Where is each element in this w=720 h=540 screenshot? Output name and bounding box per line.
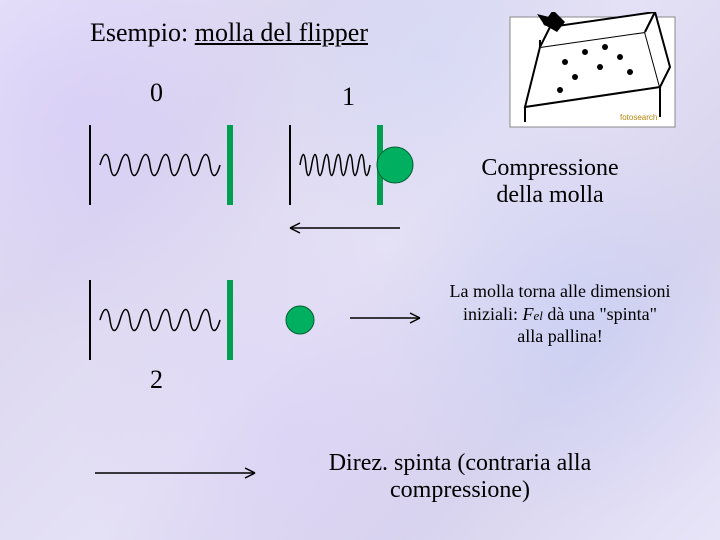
pinball-icon: fotosearch <box>505 12 680 132</box>
arrow-compression <box>280 220 415 240</box>
svg-text:fotosearch: fotosearch <box>620 113 657 122</box>
arrow-direz <box>85 465 270 485</box>
spring-state-1 <box>280 120 440 210</box>
label-1: 1 <box>342 82 355 112</box>
title-prefix: Esempio: <box>90 18 195 47</box>
text-direz: Direz. spinta (contraria alla compressio… <box>280 450 640 504</box>
slide-title: Esempio: molla del flipper <box>90 18 368 48</box>
label-2: 2 <box>150 365 163 395</box>
label-0: 0 <box>150 78 163 108</box>
spring-state-2 <box>80 275 340 365</box>
spring-state-0 <box>80 120 240 210</box>
arrow-spinta <box>340 310 435 330</box>
title-underlined: molla del flipper <box>195 18 368 47</box>
text-spinta: La molla torna alle dimensioni iniziali:… <box>430 280 690 348</box>
text-compression: Compressione della molla <box>450 155 650 209</box>
